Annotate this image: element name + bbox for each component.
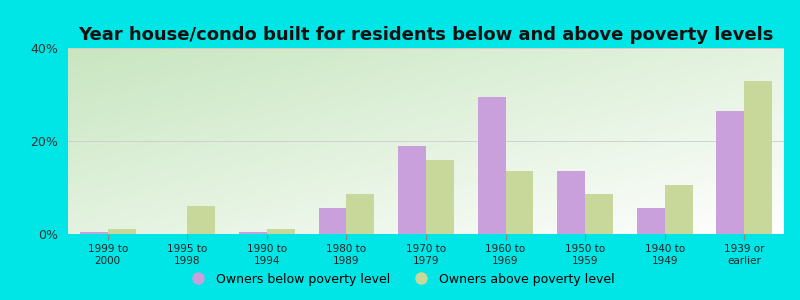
Bar: [716, 111, 744, 234]
Legend: Owners below poverty level, Owners above poverty level: Owners below poverty level, Owners above…: [181, 268, 619, 291]
Bar: [665, 185, 693, 234]
Bar: [318, 208, 346, 234]
Bar: [506, 171, 534, 234]
Bar: [426, 160, 454, 234]
Bar: [346, 194, 374, 234]
Bar: [398, 146, 426, 234]
Bar: [239, 232, 267, 234]
Bar: [80, 232, 108, 234]
Bar: [478, 97, 506, 234]
Bar: [267, 229, 294, 234]
Title: Year house/condo built for residents below and above poverty levels: Year house/condo built for residents bel…: [78, 26, 774, 44]
Bar: [585, 194, 613, 234]
Bar: [558, 171, 585, 234]
Bar: [744, 80, 772, 234]
Bar: [187, 206, 215, 234]
Bar: [108, 229, 136, 234]
Bar: [637, 208, 665, 234]
